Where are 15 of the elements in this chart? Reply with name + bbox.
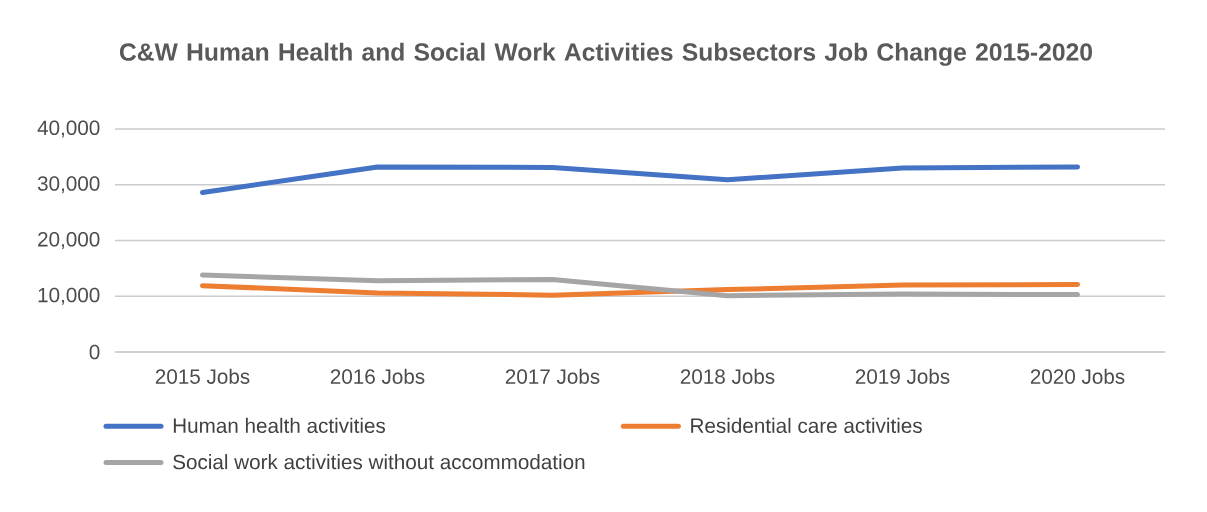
legend-label: Social work activities without accommodation <box>173 454 585 470</box>
y-tick-label: 10,000 <box>38 287 100 305</box>
x-tick-label: 2015 Jobs <box>155 368 250 384</box>
x-tick-label: 2017 Jobs <box>505 368 600 384</box>
y-tick-label: 0 <box>89 344 100 360</box>
x-tick-label: 2018 Jobs <box>680 368 775 384</box>
x-tick-label: 2016 Jobs <box>330 368 425 384</box>
y-tick-label: 40,000 <box>37 120 100 138</box>
x-tick-label: 2019 Jobs <box>855 368 950 384</box>
x-tick-label: 2020 Jobs <box>1030 368 1125 384</box>
chart-title: C&W Human Health and Social Work Activities Subsectors Job Change 2015-2020 <box>119 42 1092 66</box>
y-tick-label: 20,000 <box>38 231 100 250</box>
legend-label: Human health activities <box>173 417 386 433</box>
legend-label: Residential care activities <box>691 417 922 433</box>
y-tick-label: 30,000 <box>37 176 100 194</box>
